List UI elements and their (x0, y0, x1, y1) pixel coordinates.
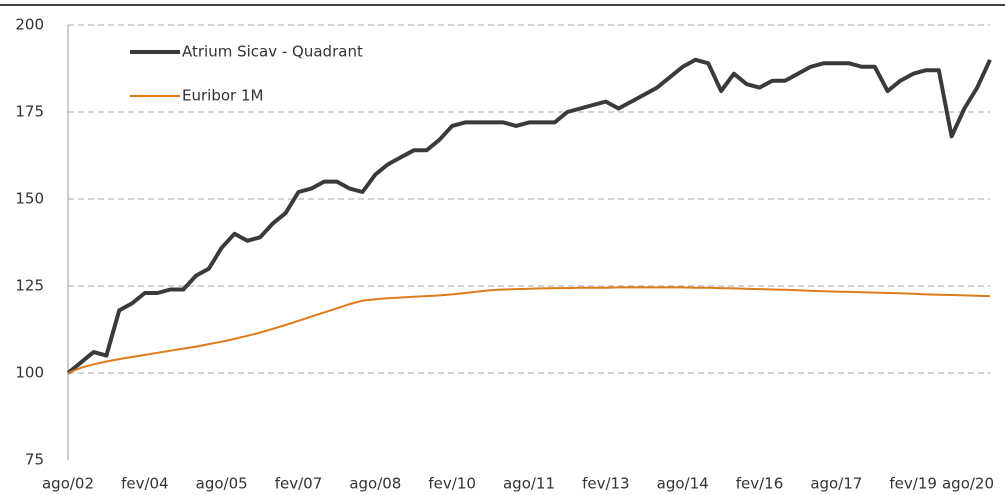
legend-label: Euribor 1M (182, 87, 263, 105)
x-tick-label: ago/17 (810, 475, 862, 493)
legend-label: Atrium Sicav - Quadrant (182, 43, 363, 61)
x-tick-label: fev/04 (121, 475, 169, 493)
y-tick-label: 150 (15, 190, 44, 208)
x-tick-label: fev/13 (582, 475, 630, 493)
x-tick-label: fev/19 (889, 475, 937, 493)
y-tick-label: 200 (15, 16, 44, 34)
y-tick-label: 175 (15, 103, 44, 121)
x-tick-label: ago/05 (196, 475, 248, 493)
y-tick-label: 75 (25, 451, 44, 469)
x-tick-label: fev/10 (428, 475, 476, 493)
series-line (67, 286, 991, 374)
x-tick-label: fev/16 (736, 475, 784, 493)
x-tick-label: ago/20 (942, 475, 994, 493)
y-tick-label: 125 (15, 277, 44, 295)
series-line (66, 57, 992, 375)
x-tick-label: ago/11 (503, 475, 555, 493)
x-tick-label: ago/14 (657, 475, 709, 493)
y-tick-label: 100 (15, 364, 44, 382)
x-tick-label: fev/07 (275, 475, 323, 493)
x-tick-label: ago/08 (349, 475, 401, 493)
x-tick-label: ago/02 (42, 475, 94, 493)
